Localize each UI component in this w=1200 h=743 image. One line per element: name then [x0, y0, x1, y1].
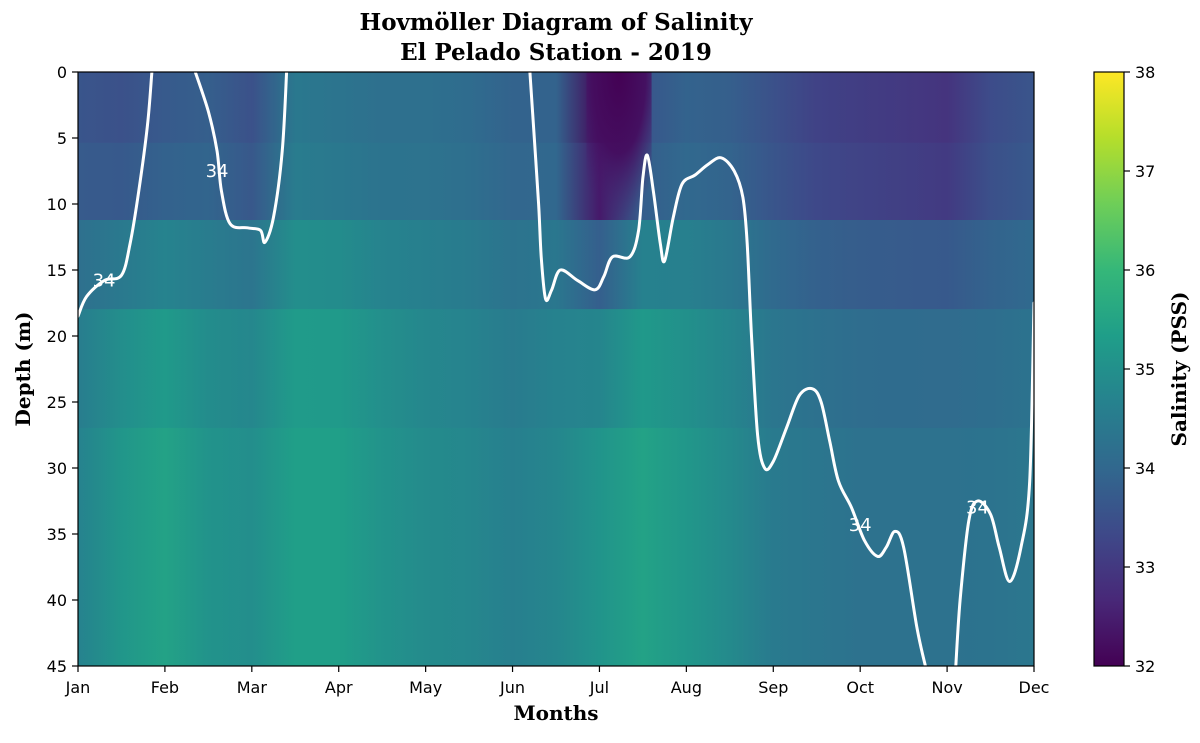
colorbar: [1094, 72, 1124, 666]
x-axis-label: Months: [513, 701, 598, 725]
y-tick-label: 5: [57, 129, 67, 148]
chart-subtitle: El Pelado Station - 2019: [400, 39, 712, 66]
y-axis: 0 5 10 15 20 25 30 35 40 45: [47, 63, 78, 676]
x-tick-label: Sep: [758, 678, 788, 697]
salinity-band: [78, 309, 1034, 429]
y-tick-label: 45: [47, 657, 67, 676]
salinity-field: [78, 71, 1034, 667]
x-tick-label: Nov: [931, 678, 962, 697]
plot-frame: [77, 71, 1035, 667]
x-tick-label: Dec: [1019, 678, 1050, 697]
y-tick-label: 40: [47, 591, 67, 610]
x-axis: Jan Feb Mar Apr May Jun Jul Aug Sep Oct Nov Dec: [65, 666, 1050, 697]
y-tick-label: 35: [47, 525, 67, 544]
x-tick-label: Feb: [151, 678, 179, 697]
chart-title: Hovmöller Diagram of Salinity: [359, 9, 753, 36]
colorbar-tick-label: 37: [1135, 162, 1155, 181]
y-axis-label: Depth (m): [11, 312, 35, 427]
x-tick-label: Apr: [325, 678, 353, 697]
contour-label: 34: [849, 515, 872, 536]
colorbar-ticks: 32 33 34 35 36 37 38: [1124, 63, 1155, 676]
contour-line: [954, 301, 1034, 666]
contour-label: 34: [93, 271, 116, 292]
colorbar-label: Salinity (PSS): [1167, 292, 1191, 447]
colorbar-tick-label: 32: [1135, 657, 1155, 676]
contour-line: [193, 72, 289, 245]
contour-layer: 34 34 34 34: [78, 72, 1034, 666]
x-tick-label: Oct: [846, 678, 874, 697]
colorbar-tick-label: 36: [1135, 261, 1155, 280]
salinity-band: [78, 427, 1034, 667]
x-tick-label: Jul: [589, 678, 609, 697]
salinity-band: [78, 142, 1034, 221]
x-tick-label: May: [409, 678, 442, 697]
colorbar-tick-label: 35: [1135, 360, 1155, 379]
colorbar-tick-label: 38: [1135, 63, 1155, 82]
y-tick-label: 20: [47, 327, 67, 346]
salinity-band: [78, 220, 1034, 311]
x-tick-label: Jun: [499, 678, 525, 697]
contour-line: [528, 72, 927, 666]
x-tick-label: Aug: [671, 678, 702, 697]
x-tick-label: Jan: [65, 678, 91, 697]
y-tick-label: 25: [47, 393, 67, 412]
colorbar-tick-label: 34: [1135, 459, 1155, 478]
low-salinity-anomaly: [586, 72, 652, 270]
contour-label: 34: [966, 498, 989, 519]
y-tick-label: 30: [47, 459, 67, 478]
y-tick-label: 0: [57, 63, 67, 82]
colorbar-tick-label: 33: [1135, 558, 1155, 577]
contour-line: [78, 72, 154, 318]
y-tick-label: 15: [47, 261, 67, 280]
contour-label: 34: [206, 161, 229, 182]
y-tick-label: 10: [47, 195, 67, 214]
salinity-band: [78, 71, 1034, 144]
x-tick-label: Mar: [237, 678, 268, 697]
